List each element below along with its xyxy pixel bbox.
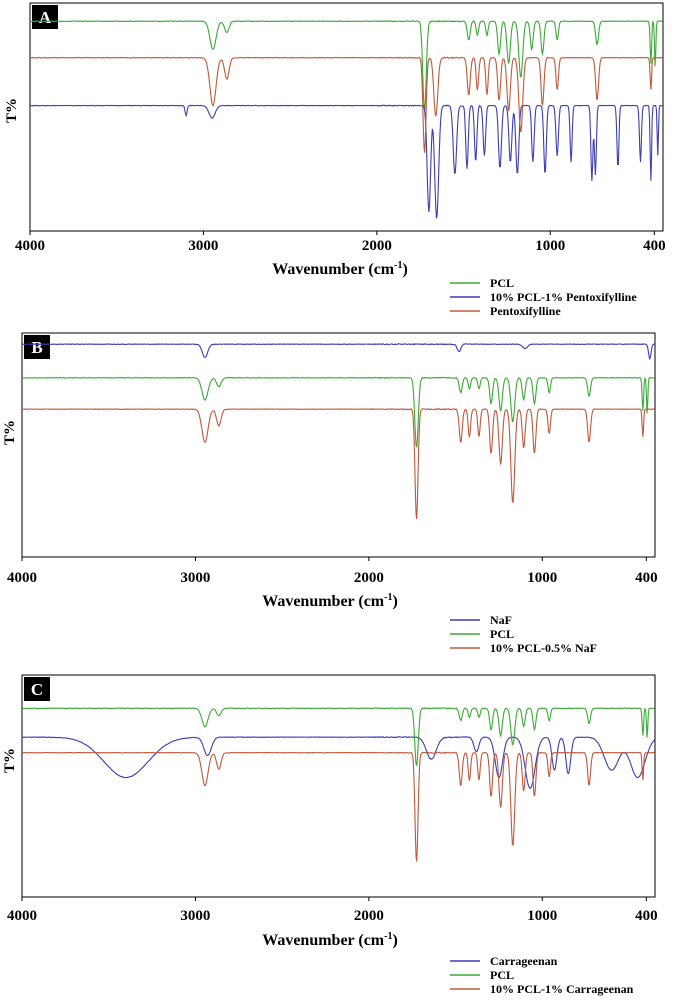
x-tick-label: 2000 (354, 908, 384, 924)
panel-a-letter: A (39, 8, 52, 27)
series-line-pcl (21, 376, 655, 448)
panel-a-plot-frame (29, 2, 664, 232)
panel-b-ylabel: T% (2, 420, 18, 445)
x-tick-label: 400 (643, 238, 666, 254)
panel-a-ylabel: T% (4, 98, 20, 123)
x-tick-label: 400 (635, 908, 658, 924)
x-tick-label: 4000 (7, 570, 37, 586)
panel-b-xlabel: Wavenumber (cm-1) (262, 592, 398, 610)
legend-entry: 10% PCL-1% Pentoxifylline (490, 290, 637, 304)
panel-c-series (21, 707, 656, 862)
series-line-naf (21, 342, 655, 361)
legend-entry: Carrageenan (490, 954, 558, 968)
panel-b-series (21, 342, 655, 520)
x-tick-label: 4000 (7, 908, 37, 924)
x-tick-label: 4000 (15, 238, 45, 254)
legend-entry: PCL (490, 276, 514, 290)
series-line-10-pcl-0-5-naf (21, 408, 655, 520)
panel-c-letter-box (24, 677, 50, 701)
panel-c: C T% 4000 3000 2000 1000 400 Wavenumber (cm-… (2, 674, 658, 996)
panel-a-ticks: 4000 3000 2000 1000 400 (15, 231, 666, 254)
x-tick-label: 400 (635, 570, 658, 586)
panel-c-xlabel: Wavenumber (cm-1) (262, 931, 398, 949)
panel-c-ylabel: T% (2, 748, 18, 773)
panel-c-letter: C (31, 680, 43, 699)
legend-entry: NaF (490, 613, 512, 627)
series-line-pentoxifylline (29, 56, 663, 153)
panel-b-letter: B (31, 338, 42, 357)
panel-b-plot-frame (21, 332, 656, 558)
x-tick-label: 3000 (188, 238, 218, 254)
series-line-pcl (29, 19, 663, 110)
panel-a: A T% 4000 3000 2000 1000 400 Wavenumber (cm-… (4, 2, 666, 318)
legend-entry: 10% PCL-1% Carrageenan (490, 982, 634, 996)
series-line-10-pcl-1-carrageenan (21, 751, 655, 862)
x-tick-label: 2000 (362, 238, 392, 254)
legend-entry: PCL (490, 968, 514, 982)
panel-c-plot-frame (21, 674, 656, 898)
legend-entry: 10% PCL-0.5% NaF (490, 641, 597, 655)
x-tick-label: 3000 (180, 908, 210, 924)
x-tick-label: 1000 (535, 238, 565, 254)
series-line-10-pcl-1-pentoxifylline (29, 104, 663, 219)
series-line-pcl (21, 707, 655, 766)
legend-entry: Pentoxifylline (490, 304, 561, 318)
legend-entry: PCL (490, 627, 514, 641)
series-line-carrageenan (21, 735, 656, 789)
panel-a-series (29, 19, 663, 219)
panel-c-ticks: 4000 3000 2000 1000 400 (7, 897, 658, 924)
panel-a-xlabel: Wavenumber (cm-1) (272, 260, 408, 278)
x-tick-label: 2000 (354, 570, 384, 586)
panel-b-ticks: 4000 3000 2000 1000 400 (7, 557, 658, 586)
panel-b: B T% 4000 3000 2000 1000 400 Wavenumber (cm-… (2, 332, 658, 655)
panel-a-letter-box (32, 5, 58, 29)
panel-b-letter-box (24, 335, 50, 359)
x-tick-label: 1000 (527, 570, 557, 586)
x-tick-label: 3000 (180, 570, 210, 586)
x-tick-label: 1000 (527, 908, 557, 924)
